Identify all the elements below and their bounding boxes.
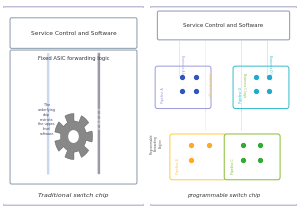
FancyBboxPatch shape — [224, 134, 280, 180]
Text: Fixed ASIC forwarding logic: Fixed ASIC forwarding logic — [38, 56, 109, 61]
FancyBboxPatch shape — [157, 11, 290, 40]
FancyBboxPatch shape — [10, 18, 137, 48]
FancyBboxPatch shape — [155, 66, 211, 109]
Text: Pipeline B: Pipeline B — [176, 158, 180, 174]
FancyArrowPatch shape — [98, 53, 100, 174]
Polygon shape — [55, 114, 92, 159]
Text: Business C logic: Business C logic — [242, 73, 246, 97]
Text: programmable switch chip: programmable switch chip — [187, 192, 260, 198]
Circle shape — [68, 130, 79, 143]
FancyArrowPatch shape — [267, 41, 268, 76]
Text: Business D logic: Business D logic — [268, 55, 272, 80]
FancyArrowPatch shape — [179, 41, 180, 76]
FancyArrowPatch shape — [241, 41, 242, 112]
FancyBboxPatch shape — [170, 134, 226, 180]
FancyBboxPatch shape — [2, 7, 145, 205]
FancyBboxPatch shape — [149, 7, 298, 205]
Text: Pipeline C: Pipeline C — [231, 158, 235, 174]
FancyBboxPatch shape — [233, 66, 289, 109]
Text: Service Control and Software: Service Control and Software — [183, 23, 264, 28]
Text: Pipeline A: Pipeline A — [161, 87, 166, 103]
Text: Business B logic: Business B logic — [206, 73, 211, 97]
Text: Implement
service
logic
within
constraints: Implement service logic within constrain… — [91, 108, 110, 131]
FancyBboxPatch shape — [10, 50, 137, 184]
Text: Service Control and Software: Service Control and Software — [31, 31, 116, 36]
FancyArrowPatch shape — [46, 53, 50, 174]
Text: Business A logic: Business A logic — [180, 55, 184, 80]
FancyArrowPatch shape — [241, 109, 242, 130]
Text: Programmable
Forwarding
Engine: Programmable Forwarding Engine — [149, 133, 163, 154]
Text: The
underlying
chip
restricts
the upper-
level
software: The underlying chip restricts the upper-… — [38, 103, 56, 136]
Text: Pipeline D: Pipeline D — [239, 86, 243, 103]
Text: Traditional switch chip: Traditional switch chip — [38, 192, 109, 198]
